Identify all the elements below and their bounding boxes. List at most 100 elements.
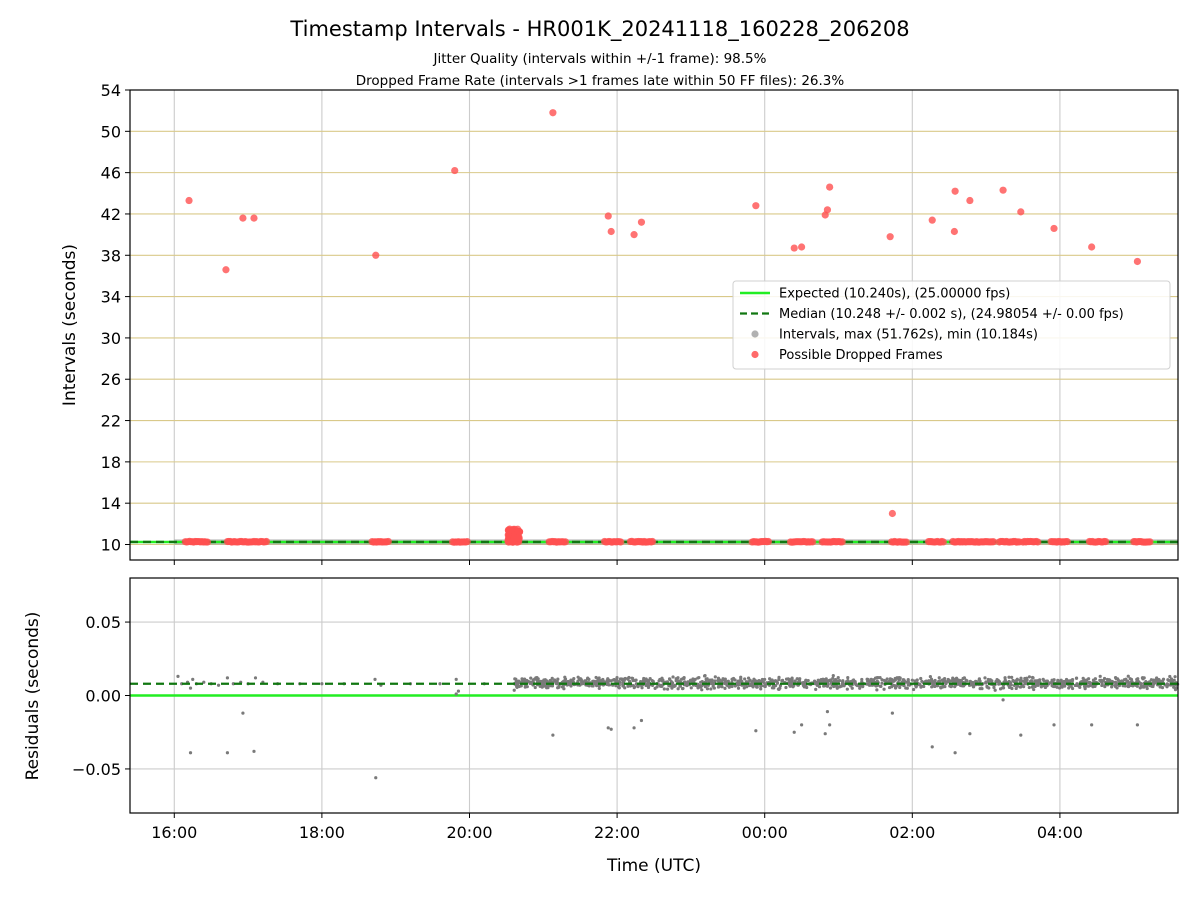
residual-point	[983, 676, 987, 680]
residual-sparse-point-6	[202, 680, 206, 684]
residual-point	[525, 685, 529, 689]
residual-point	[646, 682, 650, 686]
residual-point	[841, 679, 845, 683]
residual-point	[594, 679, 599, 683]
residual-point	[653, 686, 657, 690]
dropped-point	[1034, 538, 1042, 546]
residual-point	[828, 686, 833, 690]
residual-point	[882, 687, 886, 691]
residual-point	[1173, 688, 1178, 692]
residual-point	[860, 677, 864, 682]
dropped-outlier-1	[222, 266, 230, 274]
residual-point	[515, 679, 519, 683]
residual-point	[913, 679, 917, 683]
residual-outlier-15	[825, 710, 830, 714]
dropped-outlier-4	[372, 251, 380, 259]
residual-point	[1018, 678, 1022, 683]
residual-point	[972, 684, 976, 689]
residual-point	[1051, 684, 1056, 689]
x-tick-label-0: 16:00	[151, 823, 197, 842]
x-tick-label-2: 20:00	[446, 823, 492, 842]
residual-point	[985, 680, 989, 684]
residual-point	[671, 675, 675, 679]
residual-point	[699, 680, 703, 684]
residual-point	[875, 676, 879, 680]
residual-point	[919, 676, 923, 681]
residual-point	[686, 680, 690, 684]
residual-point	[763, 677, 767, 682]
residual-point	[1093, 684, 1097, 688]
intervals-y-tick-label-3: 22	[101, 412, 121, 431]
residual-point	[1168, 674, 1172, 679]
residual-point	[770, 678, 774, 682]
x-tick-label-6: 04:00	[1037, 823, 1083, 842]
x-tick-label-4: 00:00	[742, 823, 788, 842]
residual-outlier-19	[953, 751, 957, 755]
residual-point	[1029, 679, 1033, 683]
intervals-y-tick-label-5: 30	[101, 329, 121, 348]
residual-point	[537, 679, 541, 684]
intervals-y-tick-label-7: 38	[101, 246, 121, 265]
residual-point	[942, 680, 946, 684]
residual-point	[622, 678, 626, 683]
legend-swatch-2	[751, 330, 759, 338]
residual-point	[1045, 679, 1049, 683]
residual-point	[597, 686, 601, 691]
dropped-outlier-6	[549, 109, 557, 117]
residual-outlier-3	[252, 749, 256, 753]
residual-point	[587, 684, 591, 688]
residual-point	[1010, 686, 1014, 691]
residual-point	[1052, 678, 1056, 682]
dropped-outlier-2	[239, 214, 247, 222]
dropped-outlier-9	[630, 231, 638, 239]
residual-point	[1030, 685, 1034, 689]
dropped-outlier-8	[607, 227, 615, 236]
residual-point	[681, 676, 685, 681]
residual-point	[941, 684, 945, 688]
residual-point	[1126, 684, 1130, 689]
dropped-outlier-5	[451, 166, 459, 175]
residual-point	[550, 676, 554, 680]
residual-point	[880, 681, 884, 685]
residual-point	[742, 686, 746, 690]
residual-point	[956, 679, 960, 683]
residual-point	[965, 679, 969, 683]
residual-point	[1057, 686, 1062, 690]
residuals-y-ticks: 0.05 0.00 −0.05	[72, 613, 130, 779]
residual-point	[971, 680, 975, 685]
residual-point	[819, 679, 824, 683]
residual-point	[997, 682, 1001, 686]
dropped-outlier-0	[185, 196, 193, 205]
residuals-y-tick-label-2: −0.05	[72, 760, 121, 779]
residual-point	[946, 679, 950, 683]
residual-point	[736, 679, 740, 683]
residual-point	[1009, 683, 1013, 687]
residual-outlier-8	[609, 727, 613, 731]
residual-point	[1042, 679, 1046, 683]
residual-point	[867, 680, 872, 684]
residual-point	[1166, 678, 1170, 682]
residual-point	[617, 686, 621, 690]
residual-point	[647, 678, 651, 683]
residual-outlier-1	[225, 751, 230, 755]
dropped-outlier-12	[790, 244, 798, 252]
residual-outlier-20	[968, 732, 972, 736]
residual-point	[1034, 679, 1039, 683]
residual-point	[696, 686, 700, 690]
residual-point	[724, 680, 729, 684]
residual-point	[704, 677, 708, 681]
x-tick-label-1: 18:00	[299, 823, 345, 842]
residual-point	[759, 687, 763, 691]
residual-point	[1169, 679, 1173, 683]
residual-point	[512, 688, 516, 692]
residual-point	[676, 676, 680, 680]
residual-point	[597, 678, 602, 682]
residual-point	[978, 687, 982, 691]
residuals-y-tick-label-1: 0.00	[85, 687, 121, 706]
residual-outlier-25	[1135, 723, 1140, 727]
residual-point	[703, 673, 707, 678]
dropped-point	[902, 538, 911, 546]
residual-outlier-23	[1052, 723, 1056, 727]
residual-point	[710, 681, 714, 686]
intervals-y-ticks: 10 14 18 22 26 30 34 38 42 46 50 54	[101, 81, 130, 555]
